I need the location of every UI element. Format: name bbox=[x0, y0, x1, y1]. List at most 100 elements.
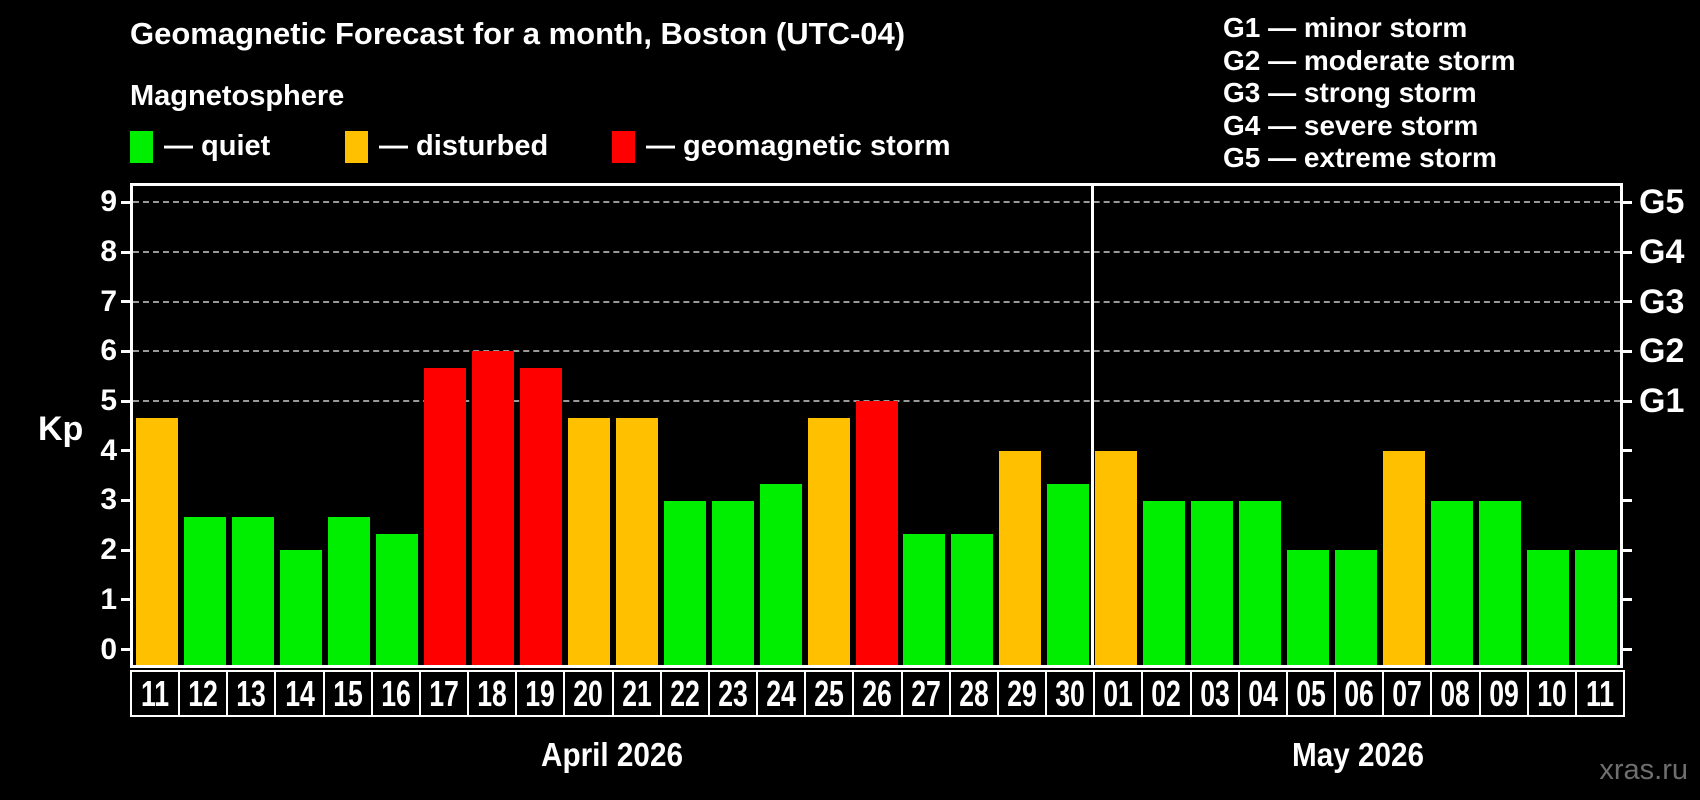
kp-bar-day-30-quiet bbox=[1047, 484, 1090, 665]
date-label: 15 bbox=[332, 672, 363, 714]
kp-bar-day-01-disturbed bbox=[1095, 450, 1138, 665]
date-box-16: 16 bbox=[370, 670, 421, 717]
g-axis-label-g1: G1 bbox=[1639, 382, 1685, 421]
kp-bar-day-16-quiet bbox=[375, 533, 418, 665]
kp-bar-day-21-disturbed bbox=[615, 417, 658, 665]
y-axis-label-7: 7 bbox=[100, 284, 117, 318]
left-tick-kp9 bbox=[121, 200, 130, 204]
kp-bar-day-25-disturbed bbox=[807, 417, 850, 665]
g-axis-label-g5: G5 bbox=[1639, 183, 1685, 222]
date-box-12: 12 bbox=[178, 670, 229, 717]
y-axis-label-9: 9 bbox=[100, 185, 117, 219]
date-label: 23 bbox=[718, 672, 748, 714]
date-label: 03 bbox=[1199, 672, 1230, 714]
g-legend-line-g3: G3 — strong storm bbox=[1223, 77, 1477, 108]
kp-bar-day-11-disturbed bbox=[135, 417, 178, 665]
kp-bar-day-12-quiet bbox=[183, 516, 226, 665]
date-box-14: 14 bbox=[274, 670, 325, 717]
kp-bar-day-08-quiet bbox=[1431, 500, 1474, 665]
date-label: 19 bbox=[525, 672, 556, 714]
g-legend-line-g4: G4 — severe storm bbox=[1223, 109, 1479, 141]
left-tick-kp1 bbox=[121, 598, 130, 602]
kp-bar-day-28-quiet bbox=[951, 533, 994, 665]
y-axis-title: Kp bbox=[38, 410, 84, 448]
date-label: 17 bbox=[429, 672, 459, 714]
month-label-april: April 2026 bbox=[540, 736, 683, 773]
right-tick-kp7 bbox=[1623, 300, 1632, 304]
date-box-02: 02 bbox=[1141, 670, 1192, 717]
date-box-15: 15 bbox=[322, 670, 373, 717]
left-tick-kp8 bbox=[121, 250, 130, 254]
date-box-26: 26 bbox=[852, 670, 903, 717]
date-label: 12 bbox=[188, 672, 219, 714]
date-box-25: 25 bbox=[804, 670, 855, 717]
legend-item-disturbed: — disturbed bbox=[345, 130, 548, 163]
date-box-09: 09 bbox=[1478, 670, 1529, 717]
right-tick-kp3 bbox=[1623, 498, 1632, 502]
date-box-18: 18 bbox=[467, 670, 518, 717]
date-box-22: 22 bbox=[659, 670, 710, 717]
date-box-29: 29 bbox=[996, 670, 1048, 717]
kp-bar-day-14-quiet bbox=[279, 550, 322, 665]
gridline-kp9 bbox=[133, 201, 1620, 204]
kp-bar-day-19-storm bbox=[519, 367, 562, 665]
date-box-30: 30 bbox=[1045, 670, 1096, 717]
right-tick-kp0 bbox=[1623, 648, 1632, 651]
date-label: 10 bbox=[1536, 672, 1567, 714]
date-box-05: 05 bbox=[1285, 670, 1337, 717]
chart-title: Geomagnetic Forecast for a month, Boston… bbox=[130, 16, 906, 51]
right-tick-kp2 bbox=[1623, 548, 1632, 552]
legend-item-storm: — geomagnetic storm bbox=[612, 130, 951, 163]
kp-bar-day-03-quiet bbox=[1191, 500, 1234, 665]
g-legend-line-g2: G2 — moderate storm bbox=[1223, 44, 1516, 76]
month-separator-line bbox=[1090, 186, 1094, 665]
legend-label-disturbed: — disturbed bbox=[379, 130, 549, 162]
plot-area bbox=[130, 183, 1623, 668]
right-tick-kp6 bbox=[1623, 349, 1632, 353]
left-tick-kp3 bbox=[121, 498, 130, 502]
kp-bar-day-11-quiet bbox=[1575, 550, 1618, 665]
left-tick-kp7 bbox=[121, 300, 130, 304]
date-box-08: 08 bbox=[1430, 670, 1481, 717]
left-tick-kp6 bbox=[121, 349, 130, 353]
date-box-04: 04 bbox=[1237, 670, 1288, 717]
g-legend-line-g1: G1 — minor storm bbox=[1223, 12, 1468, 43]
date-box-07: 07 bbox=[1382, 670, 1433, 717]
date-label: 11 bbox=[1585, 672, 1614, 714]
g-axis-label-g3: G3 bbox=[1639, 282, 1685, 321]
date-box-11: 11 bbox=[1574, 670, 1625, 717]
kp-bar-day-17-storm bbox=[423, 367, 466, 665]
kp-bar-day-27-quiet bbox=[903, 533, 946, 665]
legend-swatch-storm bbox=[612, 130, 635, 163]
date-label: 18 bbox=[477, 672, 508, 714]
left-tick-kp0 bbox=[121, 648, 130, 651]
gridline-kp7 bbox=[133, 300, 1620, 303]
kp-bar-day-26-storm bbox=[855, 401, 898, 665]
date-box-06: 06 bbox=[1334, 670, 1385, 717]
kp-bar-day-07-disturbed bbox=[1383, 450, 1426, 665]
date-label: 27 bbox=[910, 672, 941, 714]
date-label: 24 bbox=[766, 672, 796, 714]
date-label: 07 bbox=[1392, 672, 1423, 714]
date-box-13: 13 bbox=[226, 670, 277, 717]
date-label: 22 bbox=[670, 672, 700, 714]
date-label: 13 bbox=[236, 672, 267, 714]
y-axis-label-0: 0 bbox=[100, 632, 117, 666]
date-label: 21 bbox=[621, 672, 652, 714]
date-label: 01 bbox=[1103, 672, 1134, 714]
y-axis-label-1: 1 bbox=[100, 582, 117, 616]
right-tick-kp9 bbox=[1623, 200, 1632, 204]
month-label-may: May 2026 bbox=[1292, 736, 1425, 773]
legend-label-storm: — geomagnetic storm bbox=[646, 130, 951, 162]
magnetosphere-legend: — quiet — disturbed — geomagnetic storm bbox=[130, 130, 1030, 166]
date-label: 28 bbox=[958, 672, 989, 714]
kp-bar-day-24-quiet bbox=[759, 484, 802, 665]
kp-bar-day-18-storm bbox=[471, 351, 514, 665]
date-label: 08 bbox=[1440, 672, 1471, 714]
g-axis-label-g4: G4 bbox=[1639, 233, 1685, 272]
right-tick-kp5 bbox=[1623, 399, 1632, 403]
date-label: 02 bbox=[1151, 672, 1182, 714]
right-tick-kp8 bbox=[1623, 250, 1632, 254]
gridline-kp6 bbox=[133, 350, 1620, 353]
kp-bar-day-22-quiet bbox=[663, 500, 706, 665]
